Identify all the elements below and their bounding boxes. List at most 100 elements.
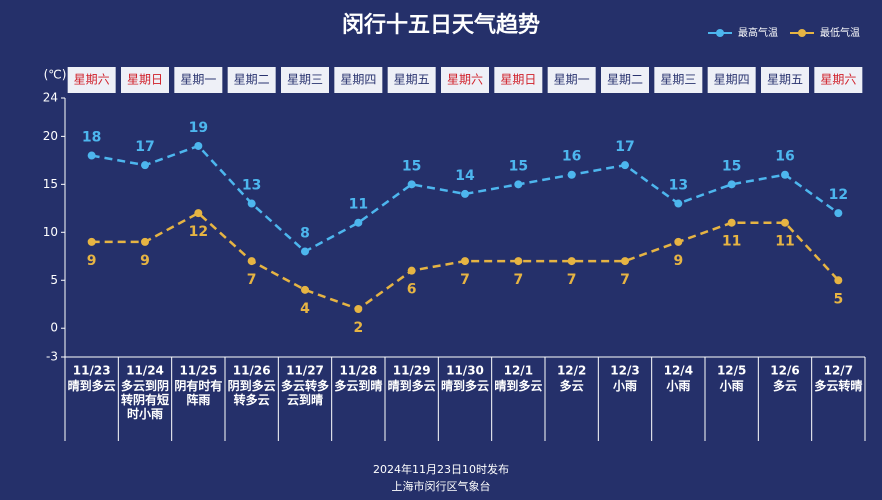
- value-label: 12: [829, 187, 848, 203]
- weekday: 星期四: [714, 73, 750, 87]
- x-tick-label: 11/23: [73, 364, 111, 378]
- weather: 多云到晴: [334, 378, 382, 393]
- point: [354, 218, 363, 227]
- weekday-box: [761, 67, 809, 93]
- weekday-box: [654, 67, 703, 93]
- weekday: 星期一: [554, 73, 590, 87]
- point: [727, 218, 736, 227]
- point: [781, 218, 789, 227]
- x-tick-label: 11/28: [339, 364, 377, 378]
- value-label: 11: [349, 197, 368, 213]
- weather: 晴到多云: [388, 378, 436, 393]
- value-label: 7: [620, 272, 630, 288]
- x-tick-label: 12/1: [504, 364, 533, 378]
- weekday: 星期一: [180, 73, 216, 87]
- x-tick-label: 11/27: [286, 364, 324, 378]
- point: [141, 161, 149, 170]
- value-label: 9: [87, 253, 97, 269]
- weather: 小雨: [720, 378, 744, 393]
- value-label: 7: [247, 272, 257, 288]
- value-label: 15: [722, 158, 741, 174]
- weekday: 星期五: [394, 73, 430, 87]
- weekday: 星期二: [234, 73, 270, 87]
- x-tick-label: 11/24: [126, 364, 164, 378]
- weekday: 星期三: [660, 73, 696, 87]
- weekday-box: [227, 67, 276, 93]
- value-label: 18: [82, 130, 101, 146]
- value-label: 8: [300, 225, 310, 241]
- weekday: 星期四: [340, 73, 376, 87]
- value-label: 11: [722, 234, 741, 250]
- legend-label: 最高气温: [738, 26, 778, 39]
- x-tick-label: 12/2: [557, 364, 586, 378]
- point: [514, 180, 523, 189]
- legend-dot: [798, 29, 806, 37]
- value-label: 16: [775, 149, 794, 165]
- value-label: 13: [669, 178, 688, 194]
- weekday: 星期六: [447, 73, 483, 87]
- point: [407, 266, 416, 275]
- value-label: 19: [189, 120, 208, 136]
- y-tick-label: 0: [50, 321, 58, 335]
- weather: 多云到阴转阴有短时小雨: [121, 378, 169, 421]
- point: [194, 209, 203, 218]
- point: [301, 285, 309, 294]
- x-tick-label: 11/30: [446, 364, 484, 378]
- weekday: 星期日: [127, 73, 163, 87]
- point: [834, 276, 843, 285]
- chart-title: 闵行十五日天气趋势: [342, 12, 540, 38]
- point: [674, 237, 683, 246]
- y-tick-label: 5: [50, 273, 58, 287]
- x-tick-label: 11/26: [233, 364, 271, 378]
- x-tick-label: 11/25: [179, 364, 217, 378]
- value-label: 15: [509, 158, 528, 174]
- point: [87, 237, 96, 246]
- weather: 小雨: [666, 378, 690, 393]
- weekday: 星期二: [607, 73, 643, 87]
- weather: 多云转多云到晴: [281, 378, 329, 407]
- weather: 阴有时有阵雨: [174, 378, 222, 407]
- value-label: 2: [353, 320, 363, 336]
- y-tick-label: 24: [43, 91, 58, 105]
- weather: 多云转晴: [814, 378, 862, 393]
- weather: 小雨: [613, 378, 637, 393]
- x-tick-label: 12/3: [610, 364, 639, 378]
- value-label: 9: [140, 253, 150, 269]
- weekday: 星期六: [74, 73, 110, 87]
- point: [407, 180, 416, 189]
- point: [247, 199, 256, 208]
- value-label: 17: [135, 139, 154, 155]
- weekday-box: [707, 67, 756, 93]
- weather: 多云: [773, 378, 797, 393]
- value-label: 7: [567, 272, 577, 288]
- value-label: 7: [513, 272, 523, 288]
- point: [621, 161, 629, 170]
- x-tick-label: 12/6: [770, 364, 799, 378]
- value-label: 6: [407, 282, 417, 298]
- point: [727, 180, 736, 189]
- y-tick-label: 10: [43, 225, 58, 239]
- point: [87, 151, 96, 160]
- value-label: 12: [189, 224, 208, 240]
- value-label: 11: [775, 234, 794, 250]
- legend-label: 最低气温: [820, 26, 860, 39]
- point: [834, 209, 843, 218]
- line: [91, 144, 840, 253]
- point: [621, 257, 629, 266]
- weekday-box: [814, 67, 863, 93]
- legend-dot: [716, 29, 724, 37]
- y-tick-label: 20: [43, 129, 58, 143]
- x-tick-label: 12/7: [824, 364, 853, 378]
- point: [567, 257, 576, 266]
- weekday-box: [67, 67, 116, 93]
- point: [354, 305, 363, 314]
- x-tick-label: 11/29: [393, 364, 431, 378]
- value-label: 16: [562, 149, 581, 165]
- point: [461, 257, 469, 266]
- weekday-box: [441, 67, 489, 93]
- x-tick-label: 12/4: [664, 364, 693, 378]
- y-unit: (℃): [44, 68, 67, 82]
- weekday: 星期三: [287, 73, 323, 87]
- y-tick-label: -3: [46, 350, 58, 364]
